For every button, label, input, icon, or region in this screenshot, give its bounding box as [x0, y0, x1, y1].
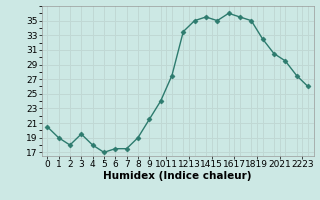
X-axis label: Humidex (Indice chaleur): Humidex (Indice chaleur) [103, 171, 252, 181]
